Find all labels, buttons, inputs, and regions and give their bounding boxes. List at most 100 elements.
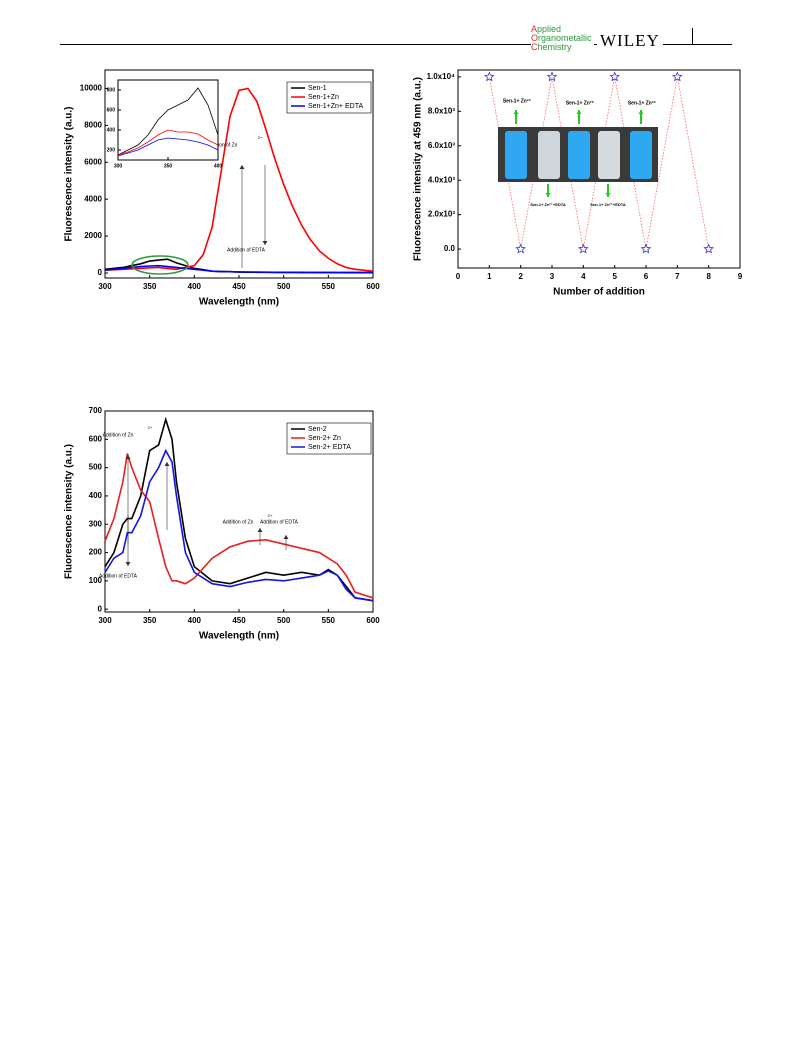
point xyxy=(515,243,526,254)
x-tick-label: 550 xyxy=(322,616,336,625)
y-tick-label: 8.0x10³ xyxy=(428,106,455,115)
plot-frame xyxy=(117,79,219,161)
x-tick-label: 300 xyxy=(114,163,123,169)
journal-word: Chemistry xyxy=(531,42,572,52)
x-tick-label: 6 xyxy=(644,272,649,281)
header-rule xyxy=(60,44,732,45)
arrow-head xyxy=(605,193,611,197)
y-tick-label: 500 xyxy=(89,463,103,472)
y-tick-label: 6000 xyxy=(84,157,102,166)
line xyxy=(104,448,374,602)
y-tick-label: 600 xyxy=(107,107,116,113)
x-tick-label: 350 xyxy=(164,163,173,169)
annotation: Sen-1+ Zn²⁺ xyxy=(566,100,595,106)
highlight xyxy=(131,255,189,275)
journal-word: Organometallic xyxy=(531,33,592,43)
legend-label: Sen-2+ EDTA xyxy=(308,444,351,451)
y-axis-label: Fluorescence intensity (a.u.) xyxy=(64,444,75,579)
annotation: 2+ xyxy=(268,513,273,518)
x-tick-label: 450 xyxy=(232,616,246,625)
y-tick-label: 2.0x10³ xyxy=(428,210,455,219)
arrow-head xyxy=(576,110,582,114)
y-tick-label: 200 xyxy=(89,548,103,557)
header-tick xyxy=(692,28,693,45)
legend-label: Sen-1+Zn xyxy=(308,94,339,101)
legend-label: Sen-2+ Zn xyxy=(308,435,341,442)
annotation: Sen-1+ Zn²⁺ xyxy=(503,98,532,104)
annotation: Sen-1+ Zn²⁺+EDTA xyxy=(530,202,566,207)
legend-label: Sen-2 xyxy=(308,426,327,433)
x-axis-label: Number of addition xyxy=(553,287,645,298)
annotation: 2+ xyxy=(148,425,153,430)
arrow-head xyxy=(638,110,644,114)
legend-label: Sen-1+Zn+ EDTA xyxy=(308,103,363,110)
x-tick-label: 600 xyxy=(366,616,380,625)
x-tick-label: 9 xyxy=(738,272,743,281)
x-tick-label: 1 xyxy=(487,272,492,281)
y-tick-label: 300 xyxy=(89,519,103,528)
x-tick-label: 3 xyxy=(550,272,555,281)
y-tick-label: 10000 xyxy=(80,84,103,93)
x-tick-label: 350 xyxy=(143,282,157,291)
point xyxy=(640,243,652,254)
chart: 300 350 400 200 400 600 800 xyxy=(107,79,223,169)
y-tick-label: 2000 xyxy=(84,231,102,240)
y-axis-label: Fluorescence intensity (a.u.) xyxy=(64,106,75,241)
point xyxy=(484,71,495,82)
annotation: 2+ xyxy=(258,135,263,140)
annotation: Addition of EDTA xyxy=(99,573,138,579)
line xyxy=(104,416,374,602)
y-tick-label: 100 xyxy=(89,576,103,585)
x-axis-label: Wavelength (nm) xyxy=(199,297,279,308)
annotation: Addition of Zn xyxy=(207,142,238,148)
arrow-head xyxy=(257,528,263,532)
arrow-head xyxy=(164,462,170,466)
y-tick-label: 4.0x10³ xyxy=(428,175,455,184)
legend-label: Sen-1 xyxy=(308,85,327,92)
y-tick-label: 0.0 xyxy=(444,244,456,253)
y-tick-label: 600 xyxy=(89,434,103,443)
y-tick-label: 400 xyxy=(107,127,116,133)
x-tick-label: 600 xyxy=(366,282,380,291)
x-tick-label: 4 xyxy=(581,272,586,281)
x-tick-label: 300 xyxy=(98,282,112,291)
photo xyxy=(498,127,658,182)
point xyxy=(672,71,683,82)
x-tick-label: 2 xyxy=(518,272,523,281)
x-tick-label: 5 xyxy=(612,272,617,281)
arrow-head xyxy=(545,193,551,197)
x-tick-label: 500 xyxy=(277,282,291,291)
y-tick-label: 8000 xyxy=(84,120,102,129)
annotation: Sen-1+ Zn²⁺+EDTA xyxy=(590,202,626,207)
annotation: Addition of Zn xyxy=(223,519,254,525)
x-tick-label: 0 xyxy=(456,272,461,281)
chart: 300 350 400 450 500 550 6000200040006000800010… xyxy=(64,69,380,308)
annotation: Addition of EDTA xyxy=(260,519,299,525)
annotation: Addition of EDTA xyxy=(227,247,266,253)
line xyxy=(104,87,374,272)
annotation: Sen-1+ Zn²⁺ xyxy=(628,100,657,106)
y-axis-label: Fluorescence intensity at 459 nm (a.u.) xyxy=(413,77,424,261)
line xyxy=(117,129,219,156)
chart: 300 350 400 450 500 550 600 0 100 200 300 400 500 600… xyxy=(64,406,381,642)
point xyxy=(609,71,620,82)
y-tick-label: 200 xyxy=(107,147,116,153)
arrow-head xyxy=(262,241,268,245)
arrow-head xyxy=(513,110,519,114)
point xyxy=(703,243,714,254)
x-tick-label: 400 xyxy=(214,163,223,169)
journal-name: Applied Organometallic Chemistry xyxy=(531,25,594,52)
y-tick-label: 4000 xyxy=(84,194,102,203)
arrow-head xyxy=(125,455,131,459)
arrow-head xyxy=(239,165,245,169)
publisher: WILEY xyxy=(597,31,663,51)
x-tick-label: 7 xyxy=(675,272,680,281)
point xyxy=(578,243,589,254)
y-tick-label: 6.0x10³ xyxy=(428,141,455,150)
annotation: Addition of Zn xyxy=(103,432,134,438)
y-tick-label: 700 xyxy=(89,406,103,415)
x-tick-label: 350 xyxy=(143,616,157,625)
x-tick-label: 500 xyxy=(277,616,291,625)
y-tick-label: 800 xyxy=(107,87,116,93)
